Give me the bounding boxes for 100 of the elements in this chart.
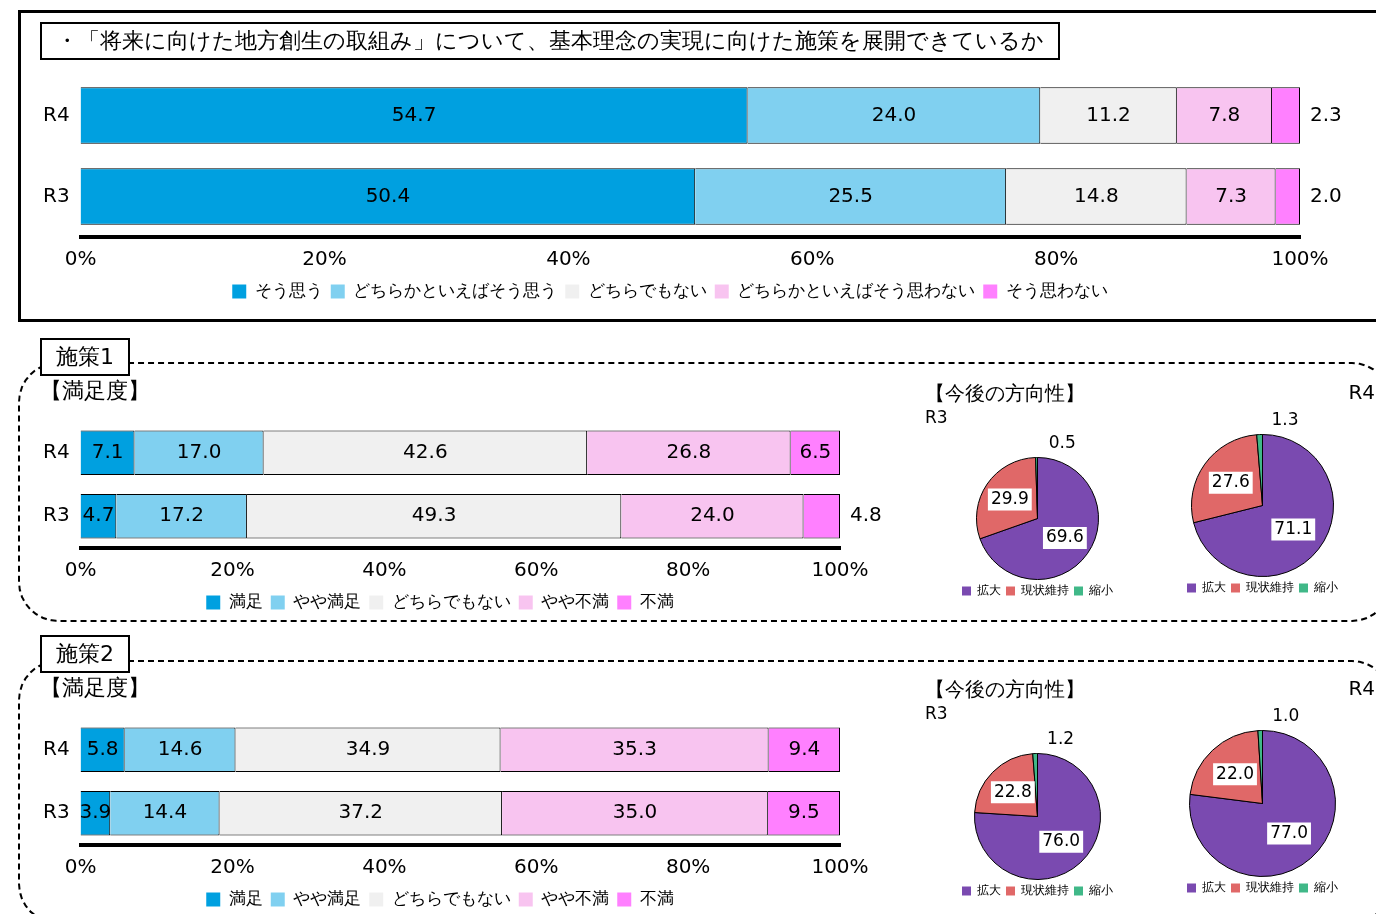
data-label: 14.6 — [157, 735, 203, 760]
data-label: 71.1 — [1274, 517, 1313, 538]
legend-label: そう思わない — [1005, 279, 1108, 300]
y-tick-label: R3 — [43, 502, 70, 527]
data-label: 4.8 — [850, 502, 882, 527]
legend-label: 現状維持 — [1021, 883, 1069, 898]
data-label: 14.8 — [1074, 182, 1119, 207]
x-tick-label: 60% — [790, 246, 835, 271]
legend-label: 満足 — [228, 887, 263, 908]
data-label: 54.7 — [391, 101, 437, 126]
x-tick-label: 100% — [811, 854, 869, 879]
data-label: 17.0 — [176, 438, 222, 463]
x-tick-label: 40% — [362, 854, 407, 879]
data-label: 17.2 — [159, 502, 204, 527]
y-tick-label: R4 — [43, 735, 70, 760]
chart-subtitle: 【満足度】 — [40, 377, 151, 405]
x-tick-label: 40% — [362, 557, 407, 582]
legend-label: やや満足 — [293, 590, 362, 611]
data-label: 1.3 — [1271, 408, 1299, 429]
data-label: 7.3 — [1215, 182, 1248, 207]
data-label: 4.7 — [82, 502, 115, 527]
data-label: 22.0 — [1216, 762, 1254, 783]
chart-title: R4 — [1348, 380, 1375, 404]
legend-label: 拡大 — [1202, 880, 1226, 895]
legend-label: 現状維持 — [1246, 880, 1294, 895]
legend-label: 縮小 — [1088, 883, 1113, 898]
legend-label: 現状維持 — [1246, 580, 1294, 595]
data-label: 1.2 — [1047, 727, 1075, 748]
x-tick-label: 60% — [514, 854, 559, 879]
data-label: 34.9 — [345, 735, 391, 760]
legend-label: やや満足 — [293, 887, 362, 908]
data-label: 29.9 — [990, 487, 1029, 508]
data-label: 0.5 — [1048, 431, 1076, 452]
data-label: 5.8 — [86, 735, 119, 760]
legend-label: 不満 — [639, 590, 674, 611]
y-tick-label: R4 — [43, 101, 70, 126]
legend-label: 不満 — [639, 887, 674, 908]
data-label: 77.0 — [1270, 822, 1308, 843]
data-label: 26.8 — [666, 438, 712, 463]
data-label: 49.3 — [411, 502, 457, 527]
legend-label: 拡大 — [977, 583, 1001, 598]
chart-title: ・「将来に向けた地方創生の取組み」について、基本理念の実現に向けた施策を展開できているか — [40, 22, 1060, 60]
chart-title: 施策1 — [40, 338, 130, 376]
legend-label: 満足 — [228, 590, 263, 611]
legend-label: 縮小 — [1088, 583, 1113, 598]
data-label: 9.4 — [788, 735, 821, 760]
x-tick-label: 40% — [546, 246, 591, 271]
x-tick-label: 0% — [64, 557, 97, 582]
legend-label: 拡大 — [977, 883, 1001, 898]
data-label: 37.2 — [338, 799, 384, 824]
x-tick-label: 100% — [811, 557, 869, 582]
data-label: 27.6 — [1211, 471, 1250, 492]
x-tick-label: 20% — [302, 246, 347, 271]
legend-label: やや不満 — [541, 590, 610, 611]
legend-label: やや不満 — [541, 887, 610, 908]
chart-title: 施策2 — [40, 635, 130, 673]
data-label: 35.0 — [612, 799, 658, 824]
data-label: 22.8 — [993, 780, 1032, 801]
chart-subtitle: R3 — [925, 703, 949, 723]
x-tick-label: 100% — [1271, 246, 1329, 271]
data-label: 9.5 — [788, 799, 820, 824]
chart-subtitle: 【満足度】 — [40, 674, 151, 702]
data-label: 24.0 — [690, 502, 735, 527]
x-tick-label: 0% — [64, 246, 97, 271]
data-label: 1.0 — [1272, 704, 1300, 725]
data-label: 35.3 — [612, 735, 657, 760]
y-tick-label: R3 — [43, 799, 70, 824]
legend-label: 縮小 — [1313, 580, 1338, 595]
x-tick-label: 80% — [665, 854, 711, 879]
data-label: 42.6 — [403, 438, 448, 463]
y-tick-label: R3 — [43, 182, 70, 207]
data-label: 2.0 — [1310, 182, 1342, 207]
x-tick-label: 60% — [514, 557, 559, 582]
legend-label: 縮小 — [1313, 880, 1338, 895]
legend-label: どちらでもない — [587, 279, 707, 300]
x-tick-label: 20% — [210, 854, 255, 879]
data-label: 11.2 — [1086, 101, 1131, 126]
x-tick-label: 0% — [64, 854, 97, 879]
chart-title: 【今後の方向性】 — [925, 677, 1085, 701]
legend-label: そう思う — [254, 279, 323, 300]
data-label: 14.4 — [142, 799, 188, 824]
data-label: 24.0 — [871, 101, 917, 126]
x-tick-label: 80% — [1033, 246, 1079, 271]
legend-label: どちらでもない — [391, 887, 511, 908]
data-label: 69.6 — [1045, 526, 1084, 547]
data-label: 25.5 — [828, 182, 873, 207]
x-tick-label: 80% — [665, 557, 711, 582]
chart-title: 【今後の方向性】 — [925, 381, 1085, 405]
legend-label: 現状維持 — [1021, 583, 1069, 598]
chart-subtitle: R3 — [925, 407, 949, 427]
data-label: 7.1 — [91, 438, 124, 463]
data-label: 7.8 — [1208, 101, 1241, 126]
data-label: 2.3 — [1310, 101, 1342, 126]
data-label: 50.4 — [365, 182, 411, 207]
legend-label: どちらかといえばそう思わない — [737, 279, 976, 300]
legend-label: どちらでもない — [391, 590, 511, 611]
data-label: 76.0 — [1042, 830, 1081, 851]
x-tick-label: 20% — [210, 557, 255, 582]
chart-title: R4 — [1348, 676, 1375, 700]
legend-label: 拡大 — [1202, 580, 1226, 595]
